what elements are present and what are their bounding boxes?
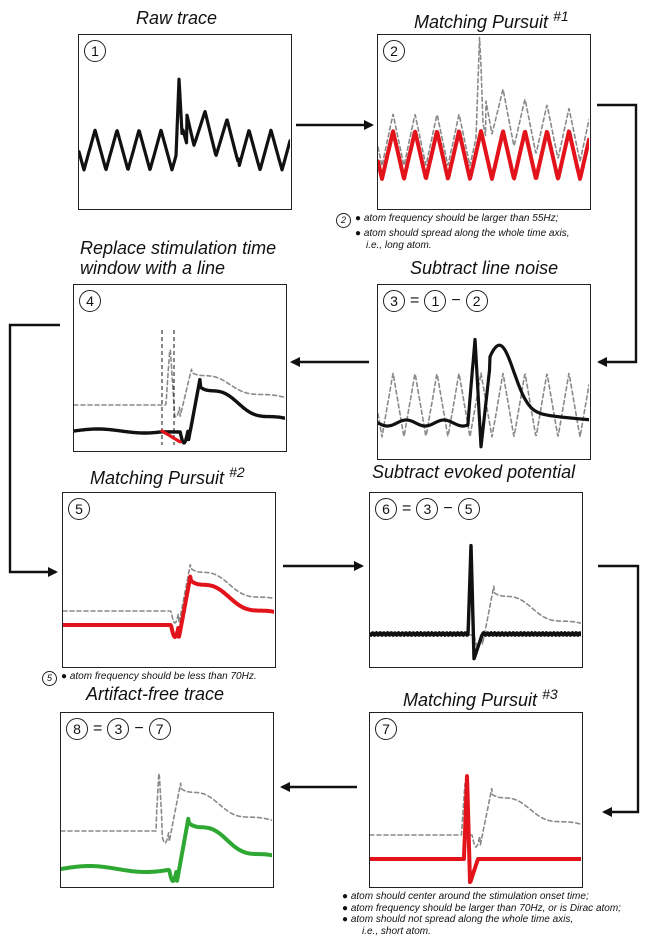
badge-step-6: 6 = 3−5 [375,498,480,520]
equals-sign: = [402,500,412,517]
note-mp3-line-3: ● atom should not spread along the whole… [342,914,574,925]
minus-sign: − [451,292,461,309]
panel-matching-pursuit-2 [62,492,276,668]
mp3-residual-dashed [370,782,581,848]
equals-sign: = [410,292,420,309]
title-matching-pursuit-1: Matching Pursuit #1 [414,8,569,32]
mp2-residual-dashed [63,563,274,624]
title-subtract-line-noise: Subtract line noise [410,258,559,278]
note-mp3: ● atom should center around the stimulat… [342,891,660,937]
note-mp2-line-1: ● atom frequency should be less than 70H… [61,671,257,682]
panel-matching-pursuit-3 [369,712,583,888]
badge-step-2: 2 [383,40,405,62]
panel-subtract-line-noise [377,284,591,460]
note-mp3-line-4: i.e., short atom. [362,925,431,937]
note-mp1-line-3: i.e., long atom. [366,239,432,251]
note-mp1-line-2: ● atom should spread along the whole tim… [355,228,570,239]
step-number-circle: 8 [66,718,88,740]
clean-dashed-trace [61,772,272,844]
mp1-residual-dashed [378,36,589,167]
panel-subtract-evoked-potential [369,492,583,668]
note-mp2-marker: 5 [42,671,57,686]
replaced-trace [74,377,285,445]
note-mp3-line-1: ● atom should center around the stimulat… [342,891,589,902]
artifact-free-green-trace [61,816,272,883]
title-matching-pursuit-2: Matching Pursuit #2 [90,464,245,488]
arrow-4-to-5 [8,323,60,577]
step-number-circle: 1 [424,290,447,312]
badge-step-1: 1 [84,40,106,62]
arrow-6-to-7 [598,564,640,817]
replacement-line-segment [160,429,182,444]
step-number-circle: 5 [457,498,480,520]
badge-step-5: 5 [68,498,90,520]
step-number-circle: 7 [375,718,397,740]
title-matching-pursuit-3: Matching Pursuit #3 [403,686,558,710]
line-noise-removed-trace [378,337,589,449]
raw-trace-line [79,77,290,172]
step-number-circle: 6 [375,498,397,520]
note-mp3-line-2: ● atom frequency should be larger than 7… [342,902,621,914]
panel-artifact-free-trace [60,712,274,888]
step-number-circle: 2 [465,290,488,312]
note-mp1: 2 ● atom frequency should be larger than … [336,213,636,251]
mp1-line-noise-atom [378,129,589,181]
step-number-circle: 3 [416,498,439,520]
mp2-evoked-potential-atom [63,574,274,639]
step-number-circle: 5 [68,498,90,520]
step-number-circle: 7 [148,718,171,740]
title-raw-trace: Raw trace [136,8,218,28]
minus-sign: − [134,720,144,737]
step-number-circle: 1 [84,40,106,62]
title-subtract-evoked-potential: Subtract evoked potential [372,462,576,482]
minus-sign: − [443,500,453,517]
badge-step-4: 4 [79,290,101,312]
panel-replace-stimulation [73,284,287,452]
note-mp2: 5 ● atom frequency should be less than 70… [42,671,342,686]
badge-step-3: 3 = 1−2 [383,290,488,312]
step-number-circle: 3 [383,290,405,312]
mp3-artifact-atom [370,774,581,885]
badge-step-8: 8 = 3−7 [66,718,171,740]
title-replace-stimulation: Replace stimulation time window with a l… [80,238,277,278]
step-number-circle: 2 [383,40,405,62]
badge-step-7: 7 [375,718,397,740]
step-number-circle: 3 [107,718,130,740]
evoked-removed-trace [370,543,581,661]
replace-dashed-trace [74,349,285,418]
panel-matching-pursuit-1 [377,34,591,210]
title-artifact-free-trace: Artifact-free trace [86,684,225,704]
line-noise-dashed [378,372,589,438]
panel-raw-trace [78,34,292,210]
note-mp1-line-1: ● atom frequency should be larger than 5… [355,213,559,224]
equals-sign: = [93,720,103,737]
evoked-dashed [370,585,581,648]
step-number-circle: 4 [79,290,101,312]
note-mp1-marker: 2 [336,213,351,228]
